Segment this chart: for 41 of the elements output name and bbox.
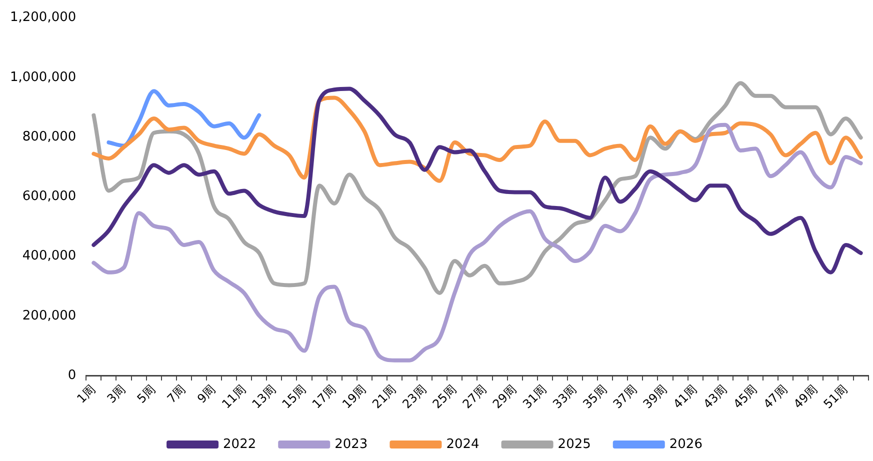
- x-tick-label: 9周: [194, 382, 218, 406]
- y-tick-label: 1,200,000: [10, 10, 76, 26]
- x-tick-label: 3周: [104, 382, 128, 406]
- x-tick-label: 43周: [700, 382, 730, 412]
- x-tick-label: 35周: [580, 382, 610, 412]
- x-tick-label: 17周: [309, 382, 339, 412]
- y-tick-label: 800,000: [22, 129, 76, 144]
- x-tick-label: 31周: [520, 382, 550, 412]
- line-series: [106, 89, 262, 148]
- x-tick-label: 25周: [430, 382, 460, 412]
- line-series: [92, 122, 863, 362]
- legend-label: 2022: [223, 436, 256, 452]
- x-tick-label: 15周: [279, 382, 309, 412]
- x-tick-label: 7周: [164, 382, 188, 406]
- y-tick-label: 1,000,000: [10, 70, 76, 85]
- x-tick-label: 13周: [249, 382, 279, 412]
- x-tick-label: 21周: [370, 382, 399, 412]
- x-tick-label: 1周: [74, 382, 98, 406]
- legend-label: 2023: [334, 436, 368, 452]
- x-tick-label: 41周: [670, 382, 700, 412]
- y-tick-label: 600,000: [22, 189, 76, 204]
- y-tick-label: 400,000: [22, 248, 76, 264]
- x-tick-label: 49周: [790, 382, 820, 412]
- line-series: [92, 96, 863, 183]
- x-tick-label: 5周: [134, 382, 158, 406]
- legend-label: 2026: [669, 436, 702, 452]
- legend-label: 2025: [558, 436, 591, 452]
- x-tick-label: 51周: [820, 382, 850, 412]
- x-tick-label: 11周: [219, 382, 248, 412]
- x-tick-label: 45周: [730, 382, 760, 412]
- y-tick-label: 200,000: [22, 308, 76, 324]
- x-tick-label: 39周: [640, 382, 670, 412]
- legend-label: 2024: [446, 436, 480, 452]
- x-tick-label: 33周: [550, 382, 580, 412]
- x-tick-label: 37周: [610, 382, 640, 412]
- x-tick-label: 27周: [460, 382, 490, 412]
- x-tick-label: 47周: [760, 382, 790, 412]
- y-tick-label: 0: [68, 368, 76, 383]
- x-tick-label: 23周: [400, 382, 429, 412]
- x-tick-label: 29周: [490, 382, 520, 412]
- x-tick-label: 19周: [340, 382, 369, 412]
